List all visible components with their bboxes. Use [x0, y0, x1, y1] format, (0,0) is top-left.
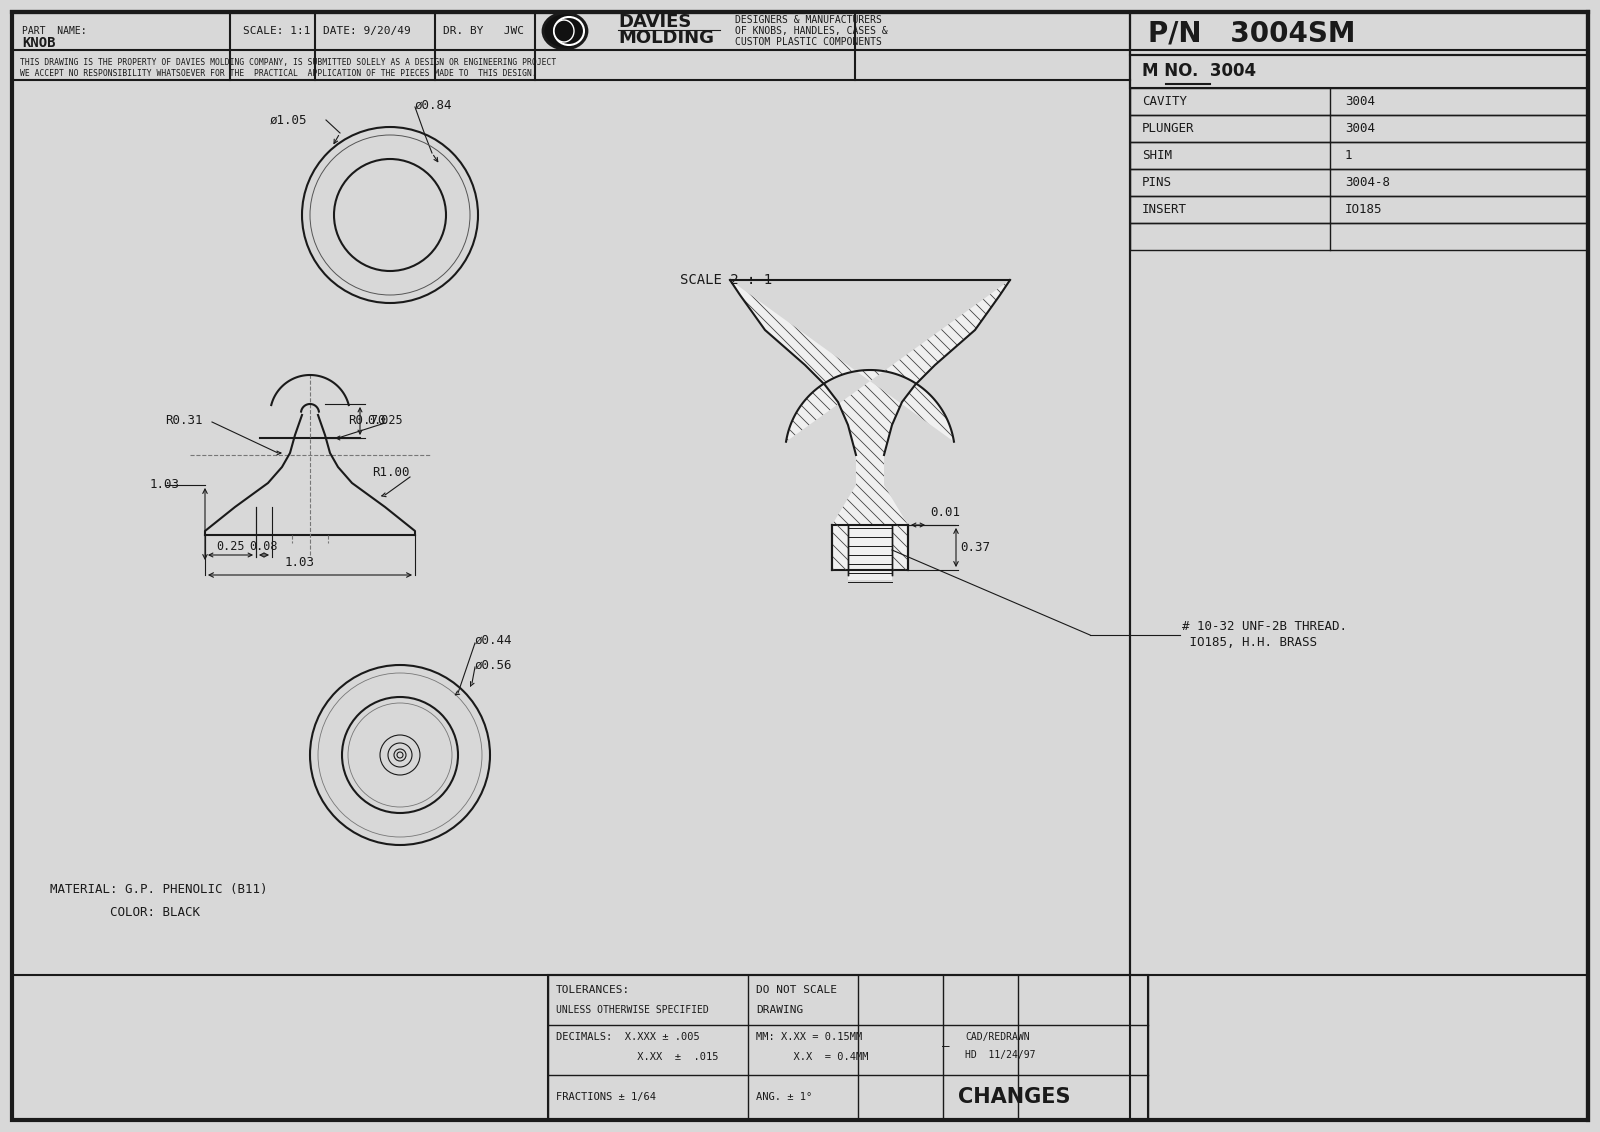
Text: 3004-8: 3004-8	[1346, 175, 1390, 189]
Text: CHANGES: CHANGES	[958, 1087, 1070, 1107]
Text: R0.31: R0.31	[165, 413, 203, 427]
Text: 0.37: 0.37	[960, 541, 990, 554]
Text: R1.00: R1.00	[371, 466, 410, 480]
Text: SHIM: SHIM	[1142, 149, 1171, 162]
Text: ø0.44: ø0.44	[475, 634, 512, 646]
Text: 3004: 3004	[1346, 122, 1374, 135]
Text: 3004: 3004	[1346, 95, 1374, 108]
Text: HD  11/24/97: HD 11/24/97	[965, 1050, 1035, 1060]
Text: CAD/REDRAWN: CAD/REDRAWN	[965, 1032, 1030, 1041]
Bar	[848, 525, 893, 580]
Text: 0.025: 0.025	[366, 414, 403, 428]
Polygon shape	[730, 280, 1010, 571]
Text: DO NOT SCALE: DO NOT SCALE	[757, 985, 837, 995]
Text: –: –	[942, 1040, 950, 1054]
Text: MATERIAL: G.P. PHENOLIC (B11): MATERIAL: G.P. PHENOLIC (B11)	[50, 883, 267, 897]
Text: OF KNOBS, HANDLES, CASES &: OF KNOBS, HANDLES, CASES &	[734, 26, 888, 36]
Text: 1.03: 1.03	[285, 557, 315, 569]
Text: 0.25: 0.25	[216, 540, 245, 554]
Polygon shape	[832, 525, 848, 571]
Text: PART  NAME:: PART NAME:	[22, 26, 86, 36]
Text: MM: X.XX = 0.15MM: MM: X.XX = 0.15MM	[757, 1032, 862, 1041]
Ellipse shape	[554, 17, 584, 45]
Text: DRAWING: DRAWING	[757, 1005, 803, 1015]
Text: TOLERANCES:: TOLERANCES:	[557, 985, 630, 995]
Text: SCALE: 1:1: SCALE: 1:1	[243, 26, 310, 36]
Text: DATE: 9/20/49: DATE: 9/20/49	[323, 26, 411, 36]
Bar	[1130, 223, 1587, 250]
Text: DECIMALS:  X.XXX ± .005: DECIMALS: X.XXX ± .005	[557, 1032, 699, 1041]
Text: THIS DRAWING IS THE PROPERTY OF DAVIES MOLDING COMPANY, IS SUBMITTED SOLELY AS A: THIS DRAWING IS THE PROPERTY OF DAVIES M…	[19, 58, 557, 67]
Text: WE ACCEPT NO RESPONSIBILITY WHATSOEVER FOR THE  PRACTICAL  APPLICATION OF THE PI: WE ACCEPT NO RESPONSIBILITY WHATSOEVER F…	[19, 69, 536, 77]
Text: CAVITY: CAVITY	[1142, 95, 1187, 108]
Bar	[1130, 115, 1587, 142]
Text: 1.03: 1.03	[150, 479, 179, 491]
Bar	[1130, 55, 1587, 88]
Text: 1: 1	[1346, 149, 1352, 162]
Text: PINS: PINS	[1142, 175, 1171, 189]
Text: ø0.56: ø0.56	[475, 659, 512, 671]
Bar	[1130, 196, 1587, 223]
Text: ø1.05: ø1.05	[270, 113, 307, 127]
Text: R0.70: R0.70	[349, 413, 386, 427]
Bar	[1130, 169, 1587, 196]
Text: KNOB: KNOB	[22, 36, 56, 50]
Text: COLOR: BLACK: COLOR: BLACK	[80, 906, 200, 918]
Text: IO185, H.H. BRASS: IO185, H.H. BRASS	[1182, 636, 1317, 650]
Bar	[832, 525, 909, 571]
Text: P/N   3004SM: P/N 3004SM	[1149, 19, 1355, 48]
Text: IO185: IO185	[1346, 203, 1382, 216]
Text: MOLDING: MOLDING	[618, 29, 714, 48]
Ellipse shape	[554, 20, 574, 42]
Bar	[547, 975, 1149, 1120]
Text: DR. BY   JWC: DR. BY JWC	[443, 26, 525, 36]
Text: X.XX  ±  .015: X.XX ± .015	[557, 1052, 718, 1062]
Text: CUSTOM PLASTIC COMPONENTS: CUSTOM PLASTIC COMPONENTS	[734, 37, 882, 48]
Text: ø0.84: ø0.84	[414, 98, 453, 111]
Ellipse shape	[542, 12, 587, 49]
Text: # 10-32 UNF-2B THREAD.: # 10-32 UNF-2B THREAD.	[1182, 620, 1347, 634]
Text: FRACTIONS ± 1/64: FRACTIONS ± 1/64	[557, 1092, 656, 1101]
Polygon shape	[893, 525, 909, 571]
Text: DESIGNERS & MANUFACTURERS: DESIGNERS & MANUFACTURERS	[734, 15, 882, 25]
Bar	[1130, 88, 1587, 115]
Text: ANG. ± 1°: ANG. ± 1°	[757, 1092, 813, 1101]
Text: SCALE 2 : 1: SCALE 2 : 1	[680, 273, 773, 288]
Bar	[1130, 12, 1587, 55]
Text: X.X  = 0.4MM: X.X = 0.4MM	[757, 1052, 869, 1062]
Text: INSERT: INSERT	[1142, 203, 1187, 216]
Text: PLUNGER: PLUNGER	[1142, 122, 1195, 135]
Bar	[1130, 142, 1587, 169]
Text: M NO.  3004: M NO. 3004	[1142, 62, 1256, 80]
Text: 0.08: 0.08	[250, 540, 278, 554]
Text: UNLESS OTHERWISE SPECIFIED: UNLESS OTHERWISE SPECIFIED	[557, 1005, 709, 1015]
Text: 0.01: 0.01	[930, 506, 960, 520]
Text: DAVIES: DAVIES	[618, 12, 691, 31]
